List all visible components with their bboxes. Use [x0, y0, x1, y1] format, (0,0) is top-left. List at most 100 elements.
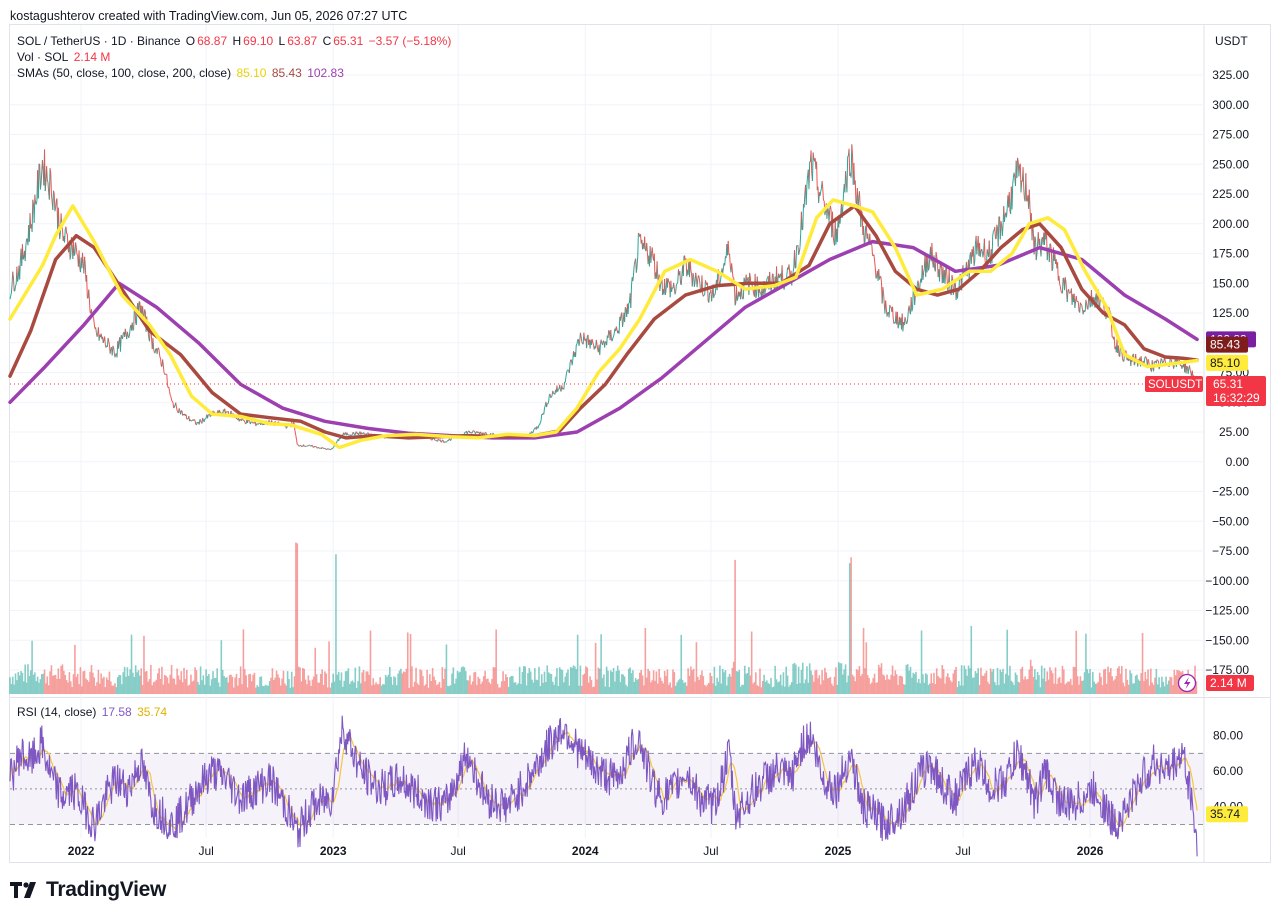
volume-bar [350, 681, 352, 694]
volume-bar [567, 669, 569, 694]
price-tick-label: 175.00 [1212, 247, 1249, 261]
volume-bar [637, 678, 640, 694]
volume-bar [967, 665, 970, 694]
price-candle [711, 294, 713, 302]
price-candle [586, 335, 588, 349]
volume-bar [930, 673, 933, 694]
price-candle [853, 162, 856, 185]
price-tick-label: 200.00 [1212, 217, 1249, 231]
volume-bar [69, 681, 72, 694]
price-candle [611, 337, 614, 342]
volume-bar [67, 682, 69, 694]
price-candle [864, 226, 867, 243]
volume-bar [190, 674, 192, 694]
volume-bar [382, 684, 384, 694]
price-candle [821, 181, 824, 190]
time-tick-label: Jul [703, 844, 718, 858]
volume-bar [81, 686, 83, 694]
volume-bar [886, 674, 888, 694]
volume-bar [198, 684, 201, 694]
volume-bar [231, 676, 234, 694]
volume-bar [420, 670, 423, 694]
price-candle [243, 420, 246, 423]
volume-bar [1063, 669, 1065, 694]
volume-bar [503, 680, 506, 694]
price-candle [1085, 299, 1088, 304]
price-candle [122, 333, 124, 339]
legend-symbol[interactable]: SOL / TetherUS · 1D · Binance [17, 34, 181, 48]
price-candle [1068, 289, 1070, 294]
lightning-icon[interactable] [1177, 673, 1197, 693]
volume-bar [887, 679, 890, 694]
price-candle [1161, 359, 1164, 363]
volume-bar [238, 678, 241, 694]
legend-vol-label[interactable]: Vol · SOL [17, 50, 69, 64]
price-candle [580, 336, 583, 342]
tradingview-logo[interactable]: TradingView [10, 878, 166, 902]
volume-bar [151, 685, 154, 694]
volume-bar [342, 686, 344, 694]
volume-bar [531, 679, 533, 694]
volume-bar [915, 671, 917, 694]
price-candle [627, 302, 630, 314]
price-candle [175, 406, 178, 411]
volume-bar [1086, 669, 1089, 694]
volume-bar [735, 671, 738, 694]
volume-bar [373, 684, 376, 694]
price-candle [905, 322, 908, 325]
price-candle [132, 329, 135, 331]
volume-bar [797, 666, 800, 694]
volume-bar [922, 674, 924, 694]
volume-bar [485, 679, 488, 694]
volume-bar [793, 662, 796, 694]
volume-bar [176, 668, 178, 694]
volume-bar [319, 673, 322, 694]
volume-bar [325, 673, 328, 694]
price-candle [41, 159, 44, 170]
price-candle [95, 327, 97, 333]
price-candle [260, 423, 262, 426]
price-candle [463, 432, 466, 434]
legend-sma-label[interactable]: SMAs (50, close, 100, close, 200, close) [17, 66, 232, 80]
volume-bar [27, 664, 29, 694]
volume-bar [935, 668, 938, 694]
volume-bar [590, 680, 593, 694]
volume-bar [404, 672, 406, 694]
price-candle [44, 182, 47, 192]
volume-bar [100, 673, 102, 694]
legend-rsi-label[interactable]: RSI (14, close) [17, 705, 97, 719]
volume-bar [1104, 668, 1107, 694]
volume-bar [1147, 669, 1149, 694]
volume-bar [1155, 668, 1158, 694]
price-candle [874, 267, 877, 279]
volume-bar [249, 673, 252, 694]
volume-bar [380, 685, 383, 694]
price-candle [1186, 365, 1188, 368]
volume-bar [239, 666, 242, 694]
volume-bar [633, 681, 636, 694]
volume-bar [462, 666, 464, 694]
volume-bar [806, 666, 808, 694]
volume-bar [185, 669, 188, 694]
price-candle [180, 410, 182, 415]
price-candle [128, 327, 131, 336]
price-tick-label: −50.00 [1212, 514, 1249, 528]
volume-bar [945, 676, 948, 694]
volume-bar [750, 631, 753, 694]
volume-bar [206, 675, 209, 694]
price-candle [22, 257, 25, 260]
price-candle [317, 447, 319, 449]
price-candle [944, 269, 947, 284]
price-candle [992, 231, 994, 237]
volume-bar [499, 687, 502, 694]
price-candle [176, 410, 179, 413]
price-candle [466, 431, 469, 434]
volume-bar [970, 625, 973, 694]
volume-bar [223, 676, 225, 694]
price-candle [1064, 277, 1067, 282]
volume-bar [788, 686, 790, 694]
volume-bar [514, 682, 517, 694]
volume-bar [839, 663, 841, 694]
price-candle [473, 430, 476, 433]
